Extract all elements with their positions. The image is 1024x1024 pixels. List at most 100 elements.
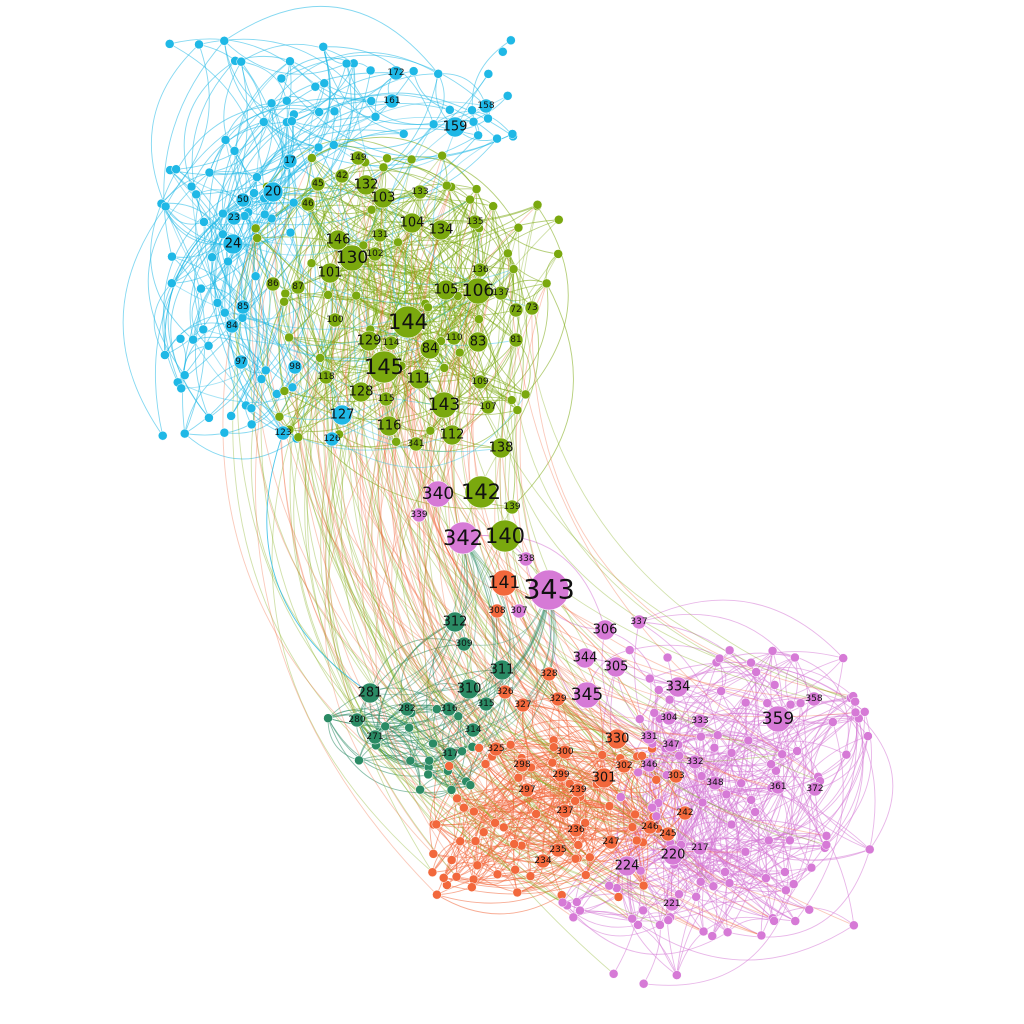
node-label: 301: [592, 771, 617, 786]
edge: [509, 204, 666, 749]
minor-node: [160, 350, 170, 360]
node-circle: [568, 822, 584, 838]
node-label: 341: [407, 439, 424, 449]
minor-node: [627, 822, 638, 832]
edge: [358, 735, 434, 761]
minor-node: [750, 807, 760, 817]
minor-node: [467, 105, 477, 116]
minor-node: [203, 341, 214, 351]
minor-node: [186, 181, 197, 192]
graph-node: 247: [602, 834, 620, 850]
minor-node: [427, 867, 438, 878]
edge: [330, 229, 442, 435]
edge: [304, 234, 563, 903]
node-circle: [235, 192, 251, 208]
node-circle: [573, 681, 601, 709]
node-circle: [806, 691, 822, 707]
graph-node: 328: [540, 666, 558, 682]
minor-node: [279, 386, 290, 396]
edge: [473, 843, 559, 880]
graph-node: 161: [383, 93, 401, 109]
edge: [352, 162, 610, 886]
minor-node: [781, 885, 791, 895]
minor-node: [452, 793, 462, 804]
minor-node: [788, 879, 799, 889]
edge: [307, 162, 366, 359]
minor-node: [724, 645, 735, 656]
minor-node: [488, 201, 498, 211]
edge: [475, 835, 576, 860]
node-circle: [472, 374, 488, 390]
minor-node: [250, 223, 261, 234]
edge: [702, 658, 770, 841]
node-label: 337: [630, 617, 647, 627]
node-label: 344: [573, 651, 598, 666]
graph-node: 23: [226, 210, 242, 226]
node-label: 306: [593, 623, 618, 638]
edge: [323, 376, 577, 831]
node-label: 142: [461, 480, 501, 504]
minor-node: [764, 835, 774, 846]
graph-node: 246: [641, 819, 659, 835]
edge: [356, 720, 474, 750]
node-label: 81: [510, 335, 521, 345]
minor-node: [252, 172, 262, 182]
edge: [171, 217, 235, 258]
edge: [375, 741, 467, 782]
edge: [222, 100, 372, 235]
minor-node: [329, 106, 340, 117]
edge: [826, 711, 872, 846]
edge: [574, 800, 636, 821]
edge: [223, 40, 347, 75]
edge: [548, 589, 696, 763]
minor-node: [751, 667, 761, 677]
graph-node: 139: [503, 499, 521, 515]
minor-node: [293, 432, 304, 442]
node-circle: [224, 318, 240, 334]
edge: [745, 702, 816, 790]
node-label: 330: [605, 732, 630, 747]
node-circle: [490, 437, 512, 459]
minor-node: [276, 73, 287, 84]
edge: [322, 222, 574, 918]
minor-node: [674, 750, 684, 761]
minor-node: [570, 796, 580, 806]
minor-node: [467, 882, 477, 892]
node-circle: [663, 737, 679, 753]
node-label: 84: [226, 321, 238, 331]
node-circle: [262, 181, 284, 203]
node-circle: [467, 331, 489, 353]
edge: [244, 215, 294, 409]
edge: [227, 212, 251, 262]
edge: [393, 381, 568, 906]
edge: [192, 232, 291, 340]
minor-node: [223, 256, 233, 267]
node-circle: [282, 153, 298, 169]
edge: [379, 197, 621, 759]
edge: [456, 822, 496, 878]
edge: [429, 396, 512, 431]
node-label: 114: [382, 338, 399, 348]
graph-node: 137: [492, 285, 510, 301]
minor-node: [502, 91, 513, 101]
graph-node: 239: [569, 782, 587, 798]
edge: [855, 712, 894, 850]
edge: [714, 794, 773, 919]
edge: [616, 740, 749, 889]
minor-node: [423, 769, 433, 780]
edge: [362, 183, 477, 246]
minor-node: [736, 778, 746, 788]
edge: [327, 537, 465, 719]
edge: [344, 257, 621, 759]
node-label: 105: [434, 283, 459, 298]
edge: [676, 916, 775, 976]
edge: [638, 621, 719, 783]
minor-node: [513, 222, 524, 233]
node-label: 326: [496, 687, 513, 697]
minor-node: [597, 750, 608, 760]
minor-node: [724, 878, 735, 888]
edge: [525, 558, 606, 631]
minor-node: [366, 205, 377, 215]
edge: [289, 272, 563, 903]
edge: [266, 432, 371, 694]
